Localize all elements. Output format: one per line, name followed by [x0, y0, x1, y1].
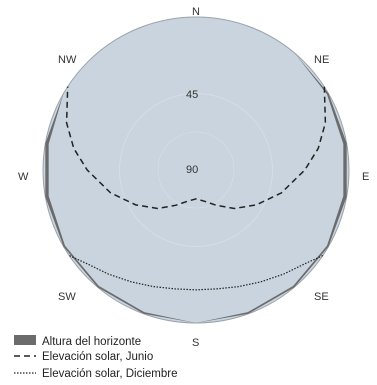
legend: Altura del horizonte Elevación solar, Ju… [14, 335, 178, 380]
compass-s: S [192, 337, 199, 349]
compass-sw: SW [58, 291, 76, 303]
compass-se: SE [314, 291, 329, 303]
ring-label-90: 90 [186, 164, 198, 176]
legend-label-june: Elevación solar, Junio [42, 351, 153, 363]
compass-w: W [18, 171, 29, 183]
compass-ne: NE [314, 54, 329, 66]
compass-n: N [192, 6, 200, 18]
ring-label-45: 45 [186, 89, 198, 101]
december-sun-path-line [68, 255, 324, 291]
legend-label-horizon: Altura del horizonte [42, 336, 141, 348]
compass-nw: NW [58, 54, 77, 66]
legend-swatch-horizon [14, 335, 36, 345]
compass-e: E [362, 171, 369, 183]
ring-mid [157, 131, 235, 209]
ring-45 [119, 93, 273, 247]
june-sun-path-line [65, 86, 327, 210]
legend-label-december: Elevación solar, Diciembre [42, 368, 178, 380]
